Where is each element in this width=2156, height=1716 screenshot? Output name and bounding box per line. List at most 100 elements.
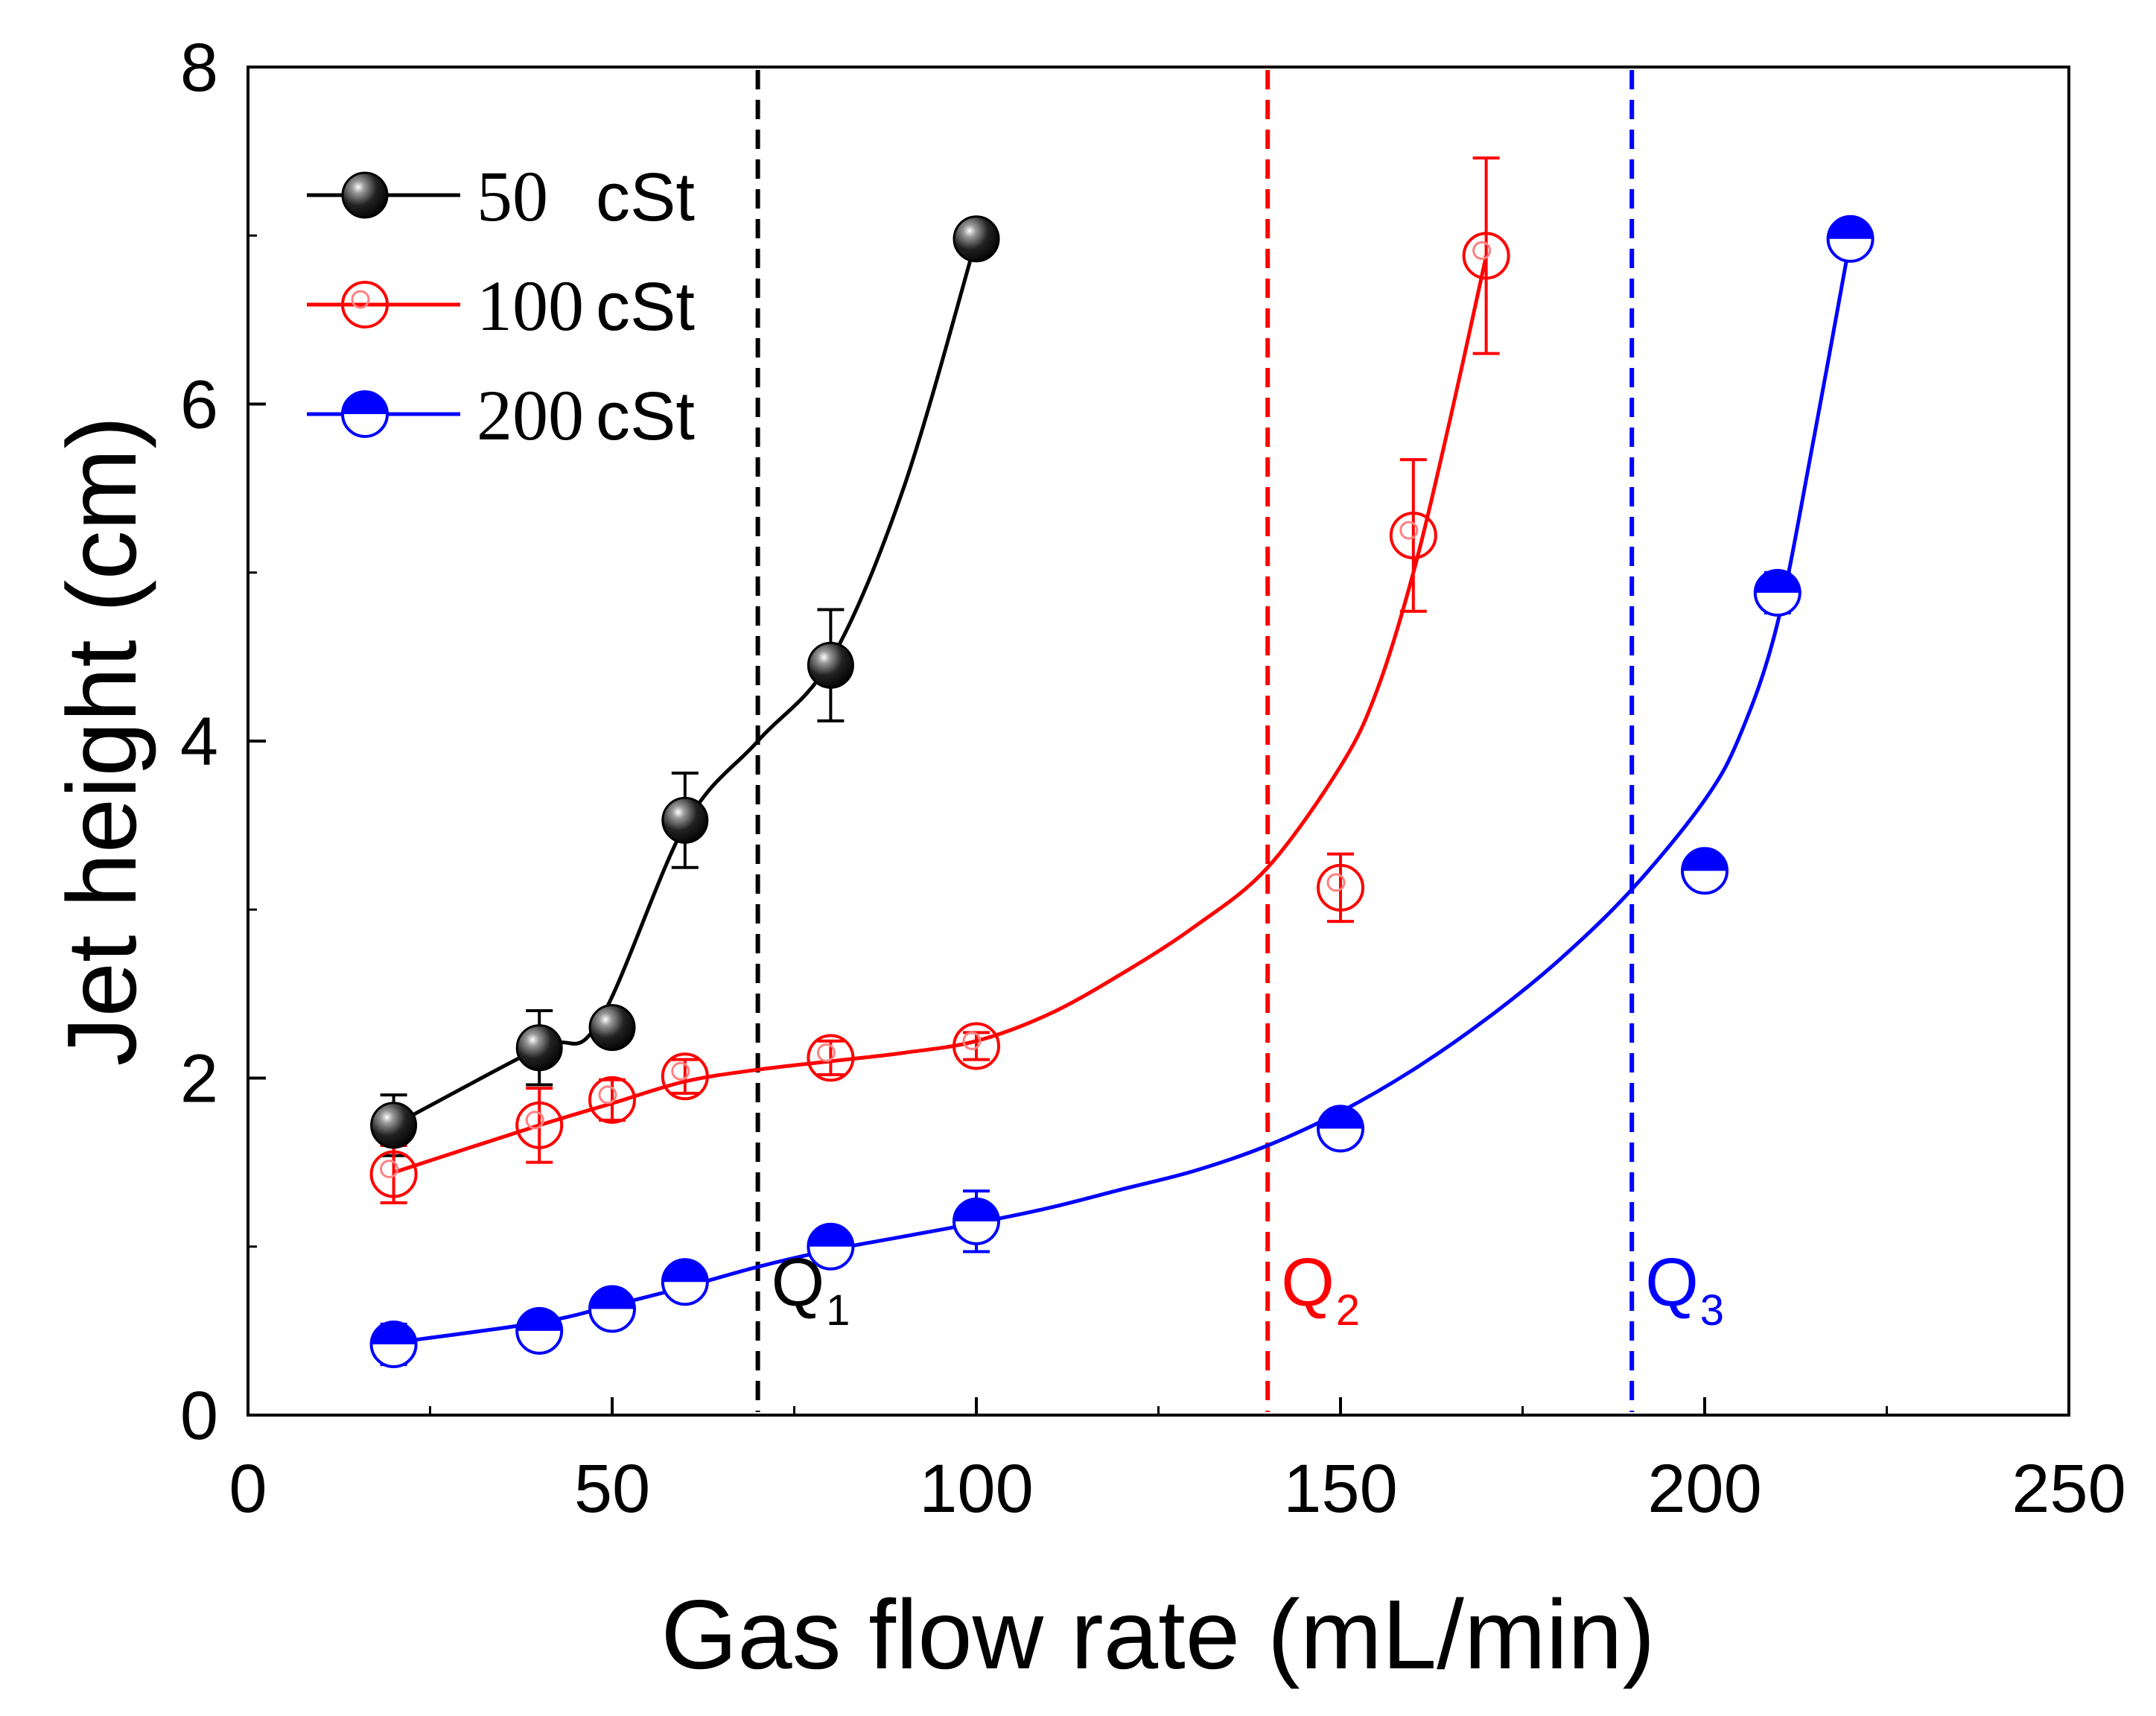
legend-marker — [341, 171, 389, 219]
marker-highlight — [351, 290, 370, 309]
data-point-200-cst — [661, 1258, 709, 1306]
x-tick-label: 100 — [919, 1451, 1034, 1527]
data-point-100-cst — [515, 1101, 564, 1149]
data-point-50-cst — [807, 641, 854, 689]
marker-body — [661, 796, 709, 844]
marker-ring — [1317, 863, 1364, 912]
marker-ring — [1389, 511, 1437, 559]
marker-highlight — [598, 1085, 617, 1105]
marker-ring — [661, 1052, 709, 1101]
data-point-100-cst — [1462, 232, 1510, 280]
q1-label: Q1 — [772, 1245, 850, 1335]
marker-body — [341, 171, 389, 219]
q-subscript: 1 — [826, 1286, 850, 1335]
marker-top-half — [808, 1224, 853, 1247]
x-tick-label: 250 — [2012, 1451, 2126, 1527]
legend-unit: cSt — [596, 378, 695, 454]
y-tick-label: 4 — [180, 704, 218, 780]
marker-top-half — [517, 1308, 562, 1331]
marker-ring — [515, 1101, 564, 1149]
marker-body — [370, 1102, 418, 1149]
error-bar — [963, 1031, 990, 1061]
marker-ring — [341, 281, 389, 328]
data-point-200-cst — [1681, 847, 1729, 895]
legend-marker — [341, 281, 389, 328]
x-tick-label: 150 — [1283, 1451, 1398, 1527]
marker-body — [807, 641, 854, 689]
x-tick-label: 50 — [574, 1451, 650, 1527]
marker-highlight — [962, 1032, 982, 1051]
legend-value: 200 — [477, 375, 584, 455]
data-point-200-cst — [807, 1222, 855, 1271]
data-point-50-cst — [953, 215, 1000, 263]
fit-curve-100-cst — [392, 255, 1489, 1175]
data-point-100-cst — [588, 1075, 636, 1124]
data-points — [369, 214, 1874, 1368]
marker-highlight — [380, 1159, 399, 1178]
data-point-50-cst — [661, 796, 709, 844]
data-point-200-cst — [369, 1320, 418, 1368]
data-point-50-cst — [515, 1024, 563, 1072]
q2-label: Q2 — [1281, 1245, 1360, 1335]
data-point-100-cst — [1317, 863, 1364, 912]
q-letter: Q — [1645, 1245, 1699, 1321]
legend-unit: cSt — [596, 159, 695, 235]
data-point-200-cst — [1753, 568, 1802, 617]
data-point-200-cst — [588, 1285, 636, 1333]
error-bar — [1399, 458, 1427, 613]
marker-ring — [807, 1034, 855, 1082]
q-subscript: 3 — [1700, 1286, 1724, 1335]
data-point-200-cst — [515, 1306, 564, 1355]
marker-top-half — [1755, 570, 1800, 593]
marker-top-half — [590, 1286, 635, 1309]
marker-ring — [369, 1150, 418, 1198]
data-point-100-cst — [661, 1052, 709, 1101]
marker-highlight — [816, 1043, 836, 1062]
y-tick-label: 6 — [180, 367, 218, 443]
marker-top-half — [371, 1321, 416, 1344]
q-letter: Q — [772, 1245, 825, 1321]
y-tick-label: 8 — [180, 30, 218, 106]
legend-value: 100 — [477, 266, 584, 346]
x-tick-label: 0 — [229, 1451, 267, 1527]
marker-top-half — [662, 1259, 707, 1283]
marker-body — [953, 215, 1000, 263]
marker-highlight — [671, 1061, 690, 1081]
legend-entry-50-cst: 50 cSt — [307, 156, 695, 236]
legend-entry-100-cst: 100 cSt — [307, 266, 695, 346]
x-axis-label: Gas flow rate (mL/min) — [661, 1580, 1656, 1689]
y-tick-label: 0 — [180, 1378, 218, 1454]
q-letter: Q — [1281, 1245, 1335, 1321]
data-point-100-cst — [807, 1034, 855, 1082]
marker-highlight — [1326, 873, 1346, 892]
marker-body — [515, 1024, 563, 1072]
marker-ring — [953, 1022, 1000, 1070]
marker-highlight — [1399, 521, 1419, 540]
q-labels: Q1 Q2 Q3 — [772, 1245, 1724, 1335]
marker-top-half — [954, 1198, 999, 1221]
legend-value: 50 — [477, 156, 548, 236]
marker-ring — [1462, 232, 1510, 280]
data-point-200-cst — [953, 1197, 1000, 1245]
q3-label: Q3 — [1645, 1245, 1724, 1335]
marker-top-half — [1828, 216, 1873, 239]
error-bar — [526, 1087, 553, 1164]
legend-entry-200-cst: 200 cSt — [307, 375, 695, 455]
marker-top-half — [1318, 1106, 1363, 1129]
data-point-100-cst — [369, 1150, 418, 1198]
marker-top-half — [1682, 848, 1727, 871]
x-tick-label: 200 — [1647, 1451, 1762, 1527]
marker-ring — [588, 1075, 636, 1124]
data-point-50-cst — [588, 1004, 636, 1052]
marker-body — [588, 1004, 636, 1052]
fit-curve-200-cst — [393, 238, 1853, 1345]
data-point-50-cst — [370, 1102, 418, 1149]
data-point-100-cst — [1389, 511, 1437, 559]
data-point-200-cst — [1317, 1105, 1364, 1153]
marker-highlight — [525, 1110, 544, 1130]
y-axis-label: Jet height (cm) — [47, 416, 156, 1067]
